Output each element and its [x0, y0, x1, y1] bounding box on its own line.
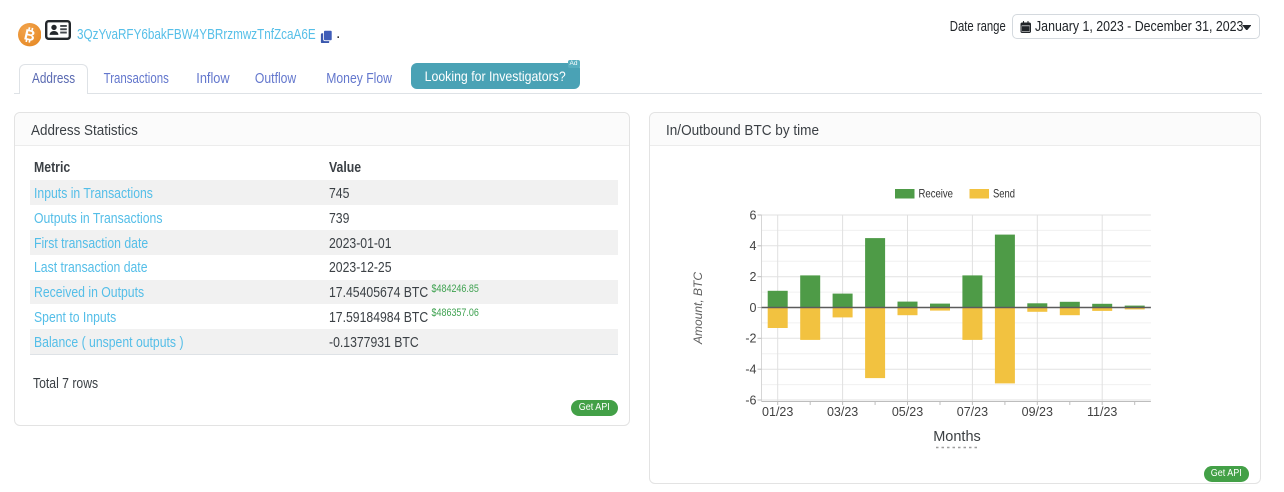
svg-text:01/23: 01/23	[762, 405, 793, 419]
svg-text:Months: Months	[933, 429, 981, 445]
svg-text:6: 6	[750, 208, 757, 222]
svg-text:09/23: 09/23	[1022, 405, 1053, 419]
svg-text:Receive: Receive	[919, 187, 954, 201]
svg-text:0: 0	[750, 301, 757, 315]
svg-text:-2: -2	[745, 332, 756, 346]
svg-text:2: 2	[750, 270, 757, 284]
svg-text:07/23: 07/23	[957, 405, 988, 419]
svg-text:-4: -4	[745, 363, 756, 377]
svg-text:4: 4	[750, 239, 757, 253]
svg-text:05/23: 05/23	[892, 405, 923, 419]
svg-text:Send: Send	[993, 187, 1015, 201]
svg-text:-6: -6	[745, 393, 756, 407]
svg-text:11/23: 11/23	[1087, 405, 1117, 419]
svg-text:Amount, BTC: Amount, BTC	[691, 272, 705, 345]
svg-text:03/23: 03/23	[827, 405, 858, 419]
